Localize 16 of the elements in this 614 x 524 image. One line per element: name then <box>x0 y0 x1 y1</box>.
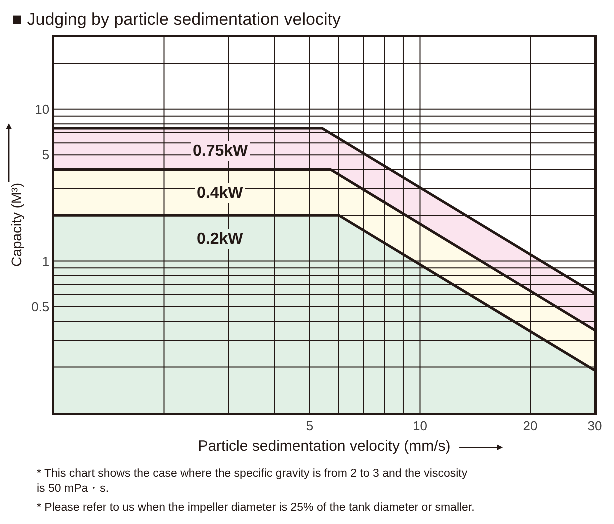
x-tick-label: 5 <box>306 418 314 434</box>
chart-title: ■ Judging by particle sedimentation velocity <box>12 10 342 29</box>
series-label: 0.2kW <box>197 231 244 248</box>
x-tick-label: 20 <box>523 418 538 434</box>
y-tick-label: 1 <box>42 254 50 269</box>
series-label: 0.75kW <box>193 143 250 160</box>
y-tick-label: 0.5 <box>32 299 50 314</box>
text: * Please refer to us when the impeller diameter is 25% of the tank diameter or smaller. <box>37 502 475 514</box>
x-tick-label: 10 <box>413 418 428 434</box>
y-axis-title: Capacity (M³) <box>8 182 25 268</box>
y-tick-label: 5 <box>42 148 50 163</box>
series-label: 0.4kW <box>197 185 244 202</box>
x-axis-title: Particle sedimentation velocity (mm/s) <box>198 438 451 455</box>
text: * This chart shows the case where the specific gravity is from 2 to 3 and the viscosity is 50 mPa・s. <box>37 468 468 495</box>
x-tick-label: 30 <box>588 418 602 434</box>
y-tick-label: 10 <box>35 102 50 117</box>
